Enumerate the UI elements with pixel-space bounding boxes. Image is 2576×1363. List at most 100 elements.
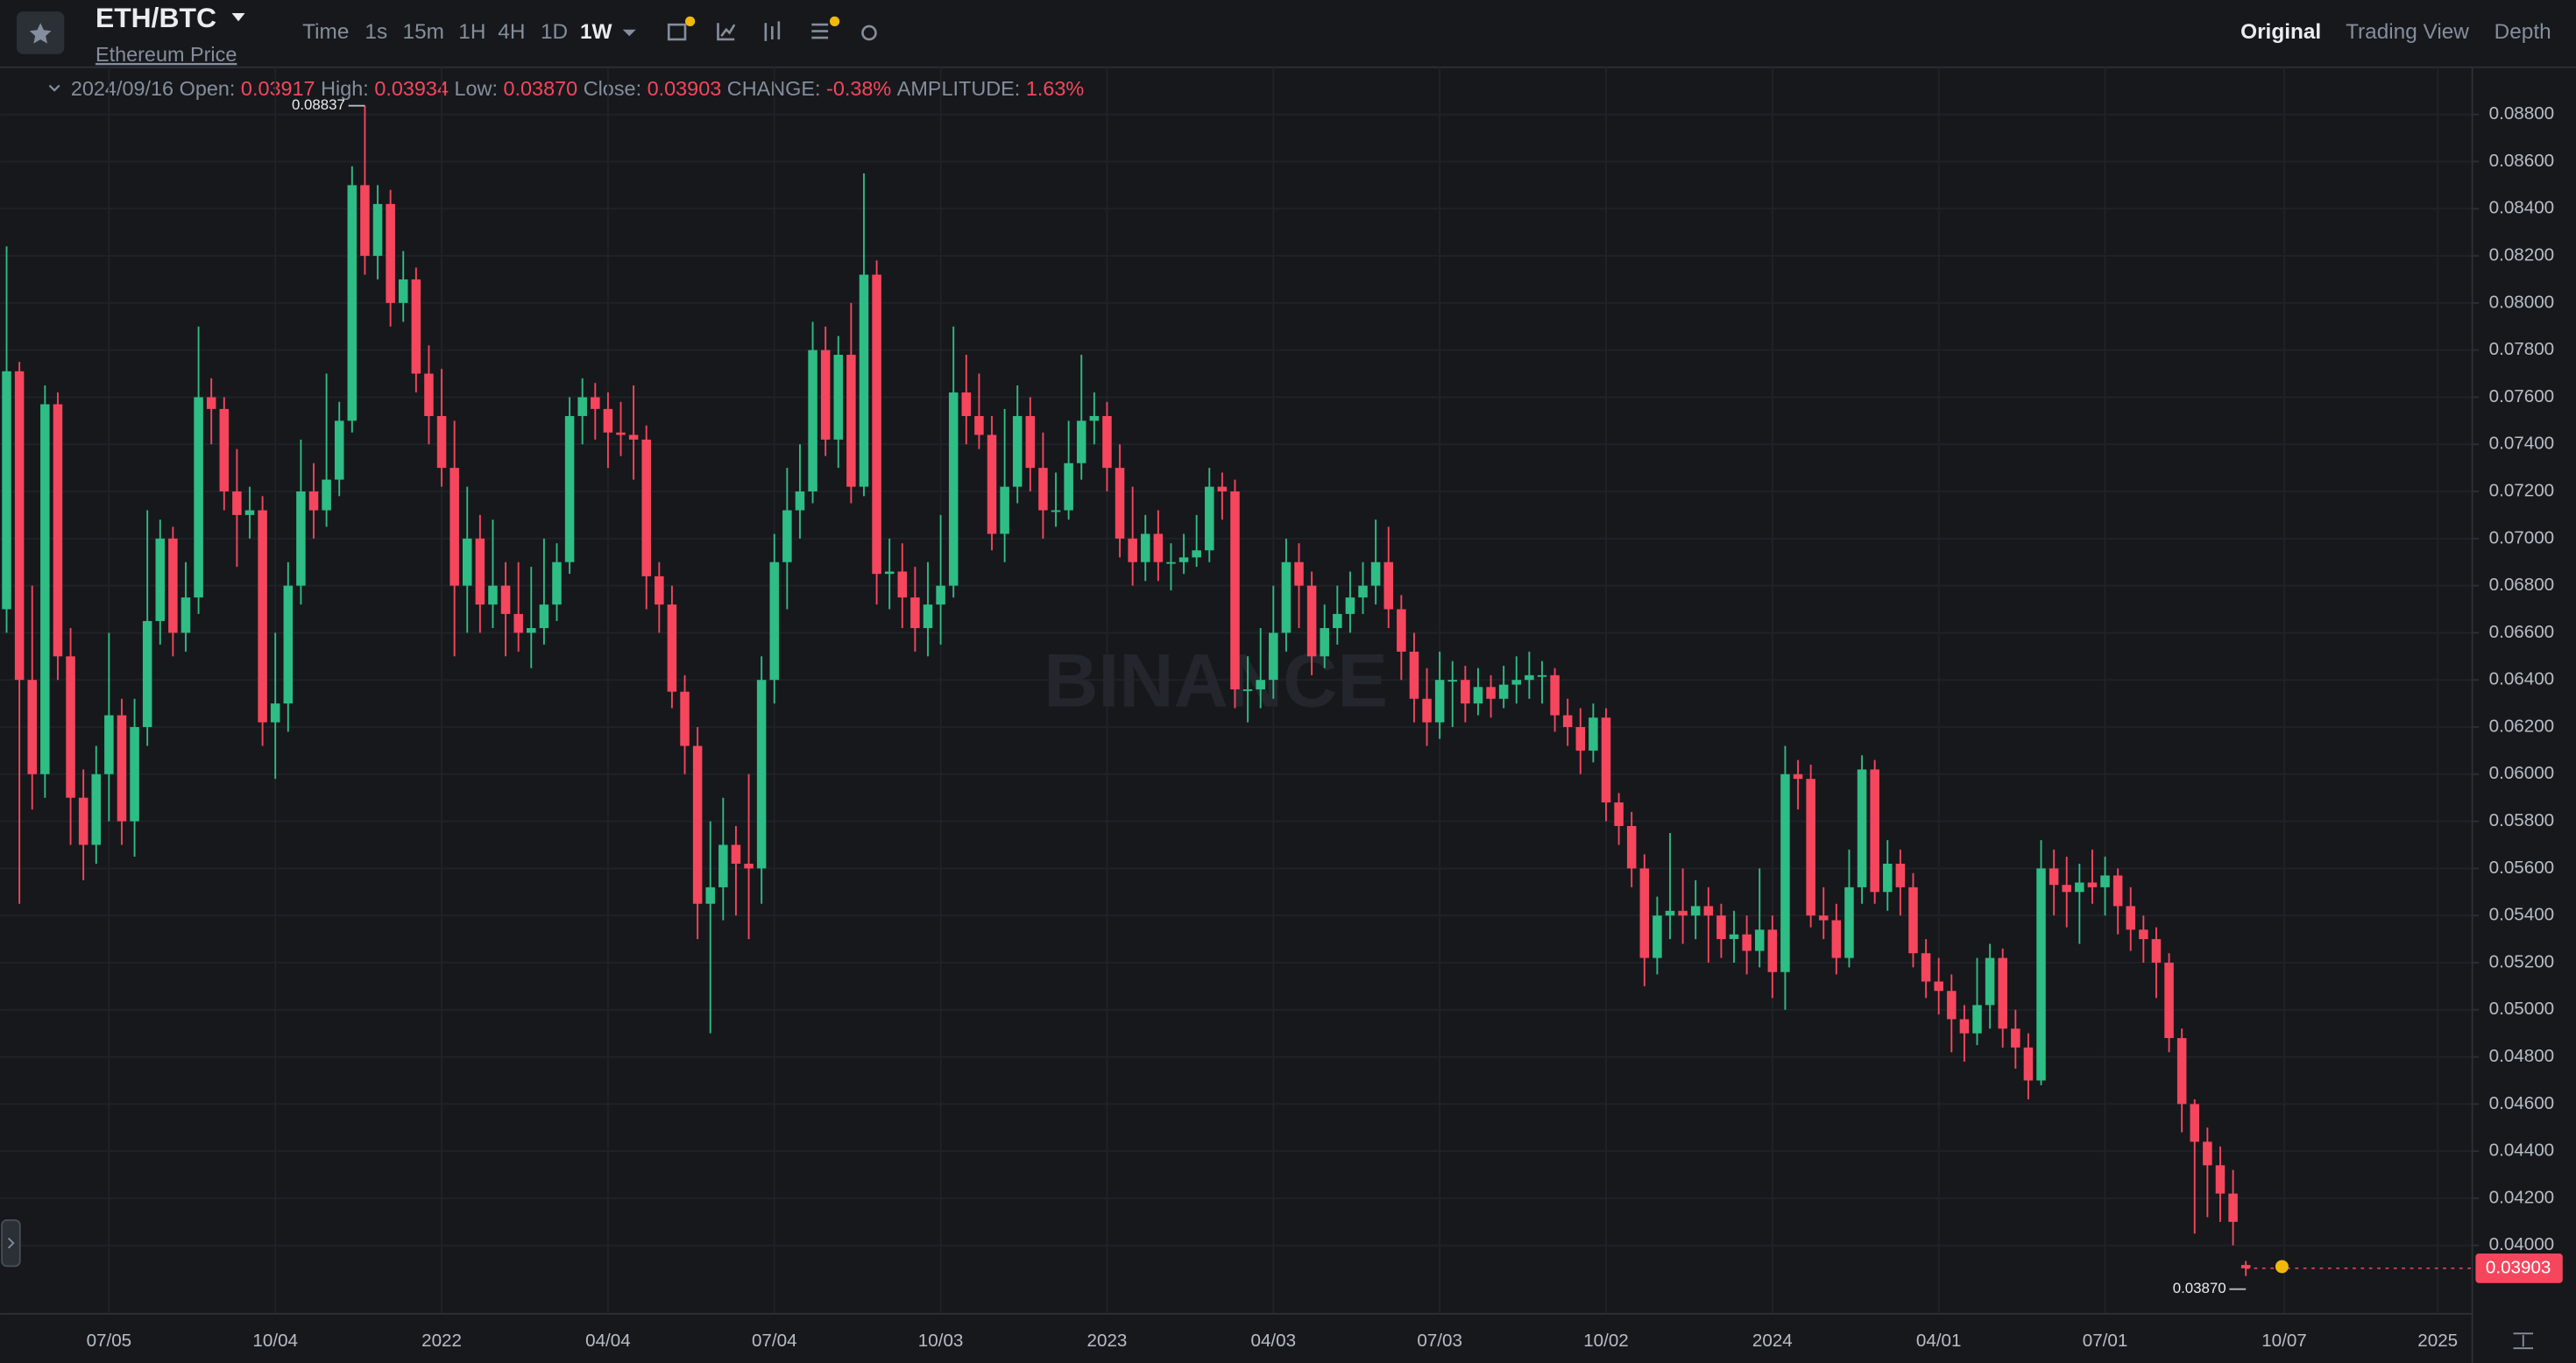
candle-body (449, 468, 459, 586)
interval-tab[interactable]: 15m (403, 20, 444, 44)
y-tick-label: 0.05600 (2489, 858, 2555, 878)
candle-body (1537, 674, 1547, 677)
candle-body (1230, 491, 1240, 689)
interval-tab[interactable]: 4H (498, 20, 525, 44)
candle-body (219, 408, 230, 492)
candle-body (859, 274, 869, 487)
more-intervals[interactable] (622, 29, 636, 37)
candle-body (1447, 680, 1458, 682)
candle-body (2062, 885, 2071, 893)
candle-body (680, 691, 690, 746)
candle-body (1589, 717, 1598, 751)
candle-body (1895, 864, 1906, 887)
candle-body (2049, 868, 2059, 886)
candle-body (2023, 1047, 2034, 1081)
subtitle-link[interactable]: Ethereum Price (96, 43, 237, 66)
candle-body (232, 491, 242, 515)
candle-body (117, 715, 127, 822)
candle-body (1306, 585, 1317, 657)
candle-body (1870, 769, 1879, 893)
indicator-icon[interactable] (667, 23, 687, 41)
candle-body (2164, 962, 2174, 1039)
candle-body (78, 797, 88, 845)
candle-body (1883, 864, 1893, 893)
candle-body (1498, 684, 1509, 699)
interval-tab[interactable]: 1W (580, 20, 612, 44)
candle-body (948, 392, 959, 586)
view-tab[interactable]: Trading View (2346, 20, 2469, 44)
candle-body (1294, 561, 1304, 586)
candle-body (1153, 533, 1164, 562)
y-tick-label: 0.05400 (2489, 905, 2555, 925)
candle-body (1793, 773, 1803, 780)
interval-tab[interactable]: 1D (541, 20, 568, 44)
x-tick-label: 2024 (1752, 1331, 1793, 1351)
candle-body (1857, 769, 1867, 887)
candle-body (718, 844, 728, 887)
pair-dropdown[interactable] (231, 12, 245, 22)
candle-body (1998, 957, 2007, 1029)
candle-body (1486, 687, 1496, 699)
candle-body (769, 561, 780, 681)
candle-body (1358, 585, 1368, 598)
settings-icon[interactable] (861, 25, 877, 41)
grid (0, 67, 2473, 1314)
x-tick-label: 10/04 (252, 1331, 298, 1351)
interval-tab[interactable]: 1s (364, 20, 387, 44)
candle-body (1831, 920, 1842, 958)
side-toggle[interactable] (1, 1218, 21, 1268)
candle-body (1333, 613, 1342, 629)
candle-body (1205, 486, 1214, 551)
candle-body (1844, 886, 1854, 958)
candle-body (1780, 773, 1790, 972)
candle-body (1959, 1019, 1970, 1034)
candle-body (1320, 628, 1329, 657)
candle-body (488, 585, 498, 605)
candle-icon[interactable] (764, 21, 781, 41)
scale-toggle[interactable] (2513, 1332, 2534, 1350)
collapse-icon[interactable] (48, 84, 60, 92)
candle-body (1754, 929, 1765, 951)
candle-body (347, 185, 357, 421)
candle-body (667, 604, 677, 692)
interval-tab[interactable]: 1H (458, 20, 485, 44)
x-tick-label: 2022 (421, 1331, 462, 1351)
candle-body (1397, 609, 1406, 652)
view-tab[interactable]: Original (2240, 20, 2321, 44)
info-value: 0.03870 (504, 77, 578, 100)
toolbar-icons (667, 21, 877, 41)
candle-body (1422, 698, 1432, 723)
info-label: Open: (180, 77, 236, 100)
view-tab[interactable]: Depth (2495, 20, 2551, 44)
candle-body (168, 538, 178, 633)
candle-body (1729, 934, 1739, 940)
layout-icon[interactable] (811, 23, 829, 39)
candle-body (1038, 468, 1048, 511)
x-tick-label: 04/01 (1916, 1331, 1962, 1351)
candle-body (142, 620, 152, 728)
info-value: 1.63% (1026, 77, 1084, 100)
candle-body (1141, 533, 1150, 562)
candle-body (334, 420, 344, 480)
candle-body (2087, 882, 2098, 887)
candle-body (2203, 1141, 2212, 1166)
candle-body (628, 434, 639, 440)
x-tick-label: 10/03 (918, 1331, 964, 1351)
candle-body (897, 571, 908, 598)
view-tabs: Original Trading View Depth (2240, 20, 2551, 44)
y-tick-label: 0.08000 (2489, 292, 2555, 312)
interval-tab[interactable]: Time (302, 20, 349, 44)
chart-type-icon[interactable] (717, 23, 736, 41)
pair-title[interactable]: ETH/BTC (96, 2, 216, 33)
y-tick-label: 0.04800 (2489, 1046, 2555, 1066)
star-icon (29, 23, 52, 44)
axes: 0.04000 0.04200 0.04400 0.04600 0.04800 0.050… (87, 103, 2563, 1351)
candle-body (1076, 420, 1086, 463)
candle-body (206, 397, 216, 409)
candle-body (795, 491, 805, 511)
candle-body (1370, 561, 1381, 586)
candle-body (923, 604, 933, 629)
candle-body (577, 397, 587, 416)
y-tick-label: 0.08800 (2489, 103, 2555, 124)
